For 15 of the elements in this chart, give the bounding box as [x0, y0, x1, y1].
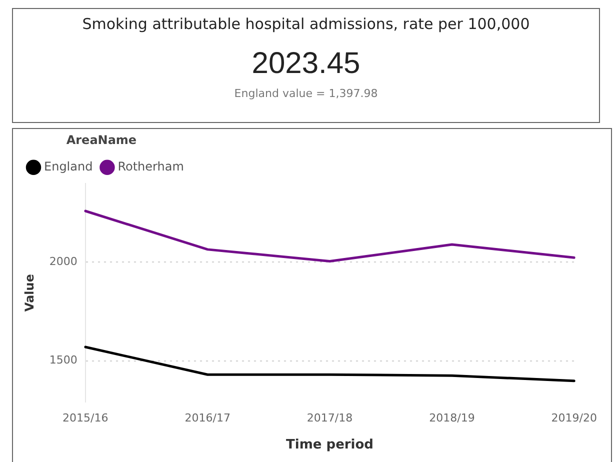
x-tick-label: 2017/18 [306, 412, 353, 425]
x-tick-label: 2016/17 [184, 412, 230, 425]
x-axis-title: Time period [286, 438, 374, 453]
x-tick-label: 2015/16 [62, 412, 108, 425]
legend-label: Rotherham [118, 160, 184, 174]
legend-label: England [44, 160, 93, 174]
x-tick-label: 2019/20 [551, 412, 598, 425]
text: Smoking attributable hospital admissions, rate per 100,000 [81, 15, 531, 33]
y-axis-title: Value [22, 274, 36, 312]
text: England value = 1,397.98 [233, 87, 379, 100]
y-tick-label: 1500 [49, 354, 78, 367]
legend-title: AreaName [66, 133, 137, 148]
y-tick-label: 2000 [49, 255, 78, 268]
x-tick-label: 2018/19 [429, 412, 475, 425]
text: 2023.45 [250, 47, 362, 81]
